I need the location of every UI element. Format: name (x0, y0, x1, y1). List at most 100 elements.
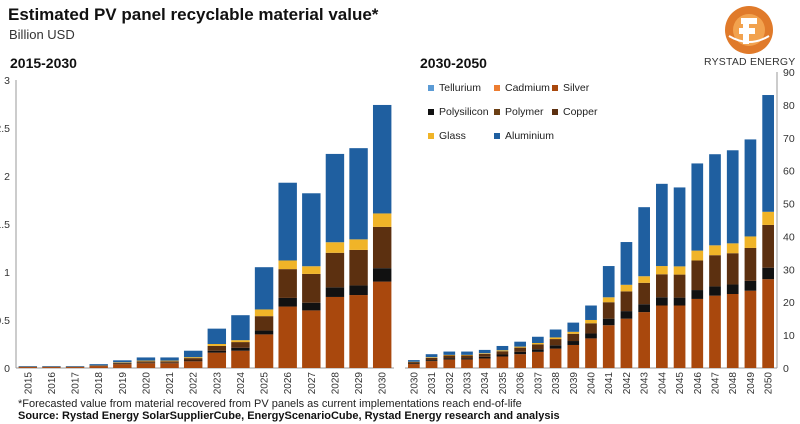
left-panel-title: 2015-2030 (10, 55, 77, 71)
bar-copper-2020 (136, 361, 156, 363)
bar-silver-2040 (585, 338, 597, 368)
bar-silver-2041 (602, 325, 615, 368)
legend-label: Aluminium (505, 130, 555, 142)
bar-aluminium-2044 (656, 183, 668, 267)
x-tick-label: 2019 (118, 372, 129, 395)
bar-silver-2032 (443, 359, 456, 368)
bar-glass-2037 (532, 343, 544, 345)
bar-copper-2034 (478, 353, 491, 357)
bar-polysilicon-2027 (302, 302, 321, 311)
bar-glass-2042 (620, 284, 633, 292)
bar-polysilicon-2024 (231, 347, 250, 351)
x-tick-label: 2042 (622, 372, 633, 395)
legend-item-silver: Silver (552, 82, 589, 94)
y-tick-label: 2.5 (0, 123, 10, 135)
bar-copper-2039 (567, 333, 580, 342)
bar-polysilicon-2049 (744, 280, 757, 291)
bar-copper-2030 (372, 226, 392, 269)
bar-aluminium-2016 (42, 366, 61, 367)
bar-aluminium-2049 (744, 139, 757, 237)
bar-aluminium-2048 (726, 150, 739, 244)
legend-item-polysilicon: Polysilicon (428, 106, 489, 118)
bar-glass-2046 (691, 250, 704, 261)
bar-copper-2026 (278, 269, 297, 298)
y-tick-label: 80 (783, 100, 795, 112)
bar-copper-2032 (443, 355, 456, 359)
bar-aluminium-2045 (673, 187, 686, 267)
chart-subtitle: Billion USD (9, 27, 75, 42)
bar-glass-2035 (496, 350, 509, 352)
bar-polysilicon-2033 (461, 358, 473, 360)
bar-silver-2031 (425, 361, 438, 368)
bar-glass-2050 (762, 211, 774, 225)
x-tick-label: 2048 (728, 372, 739, 395)
bar-silver-2050 (762, 279, 774, 368)
bar-copper-2029 (349, 249, 368, 286)
legend-label: Polymer (505, 106, 544, 118)
bar-silver-2028 (325, 296, 345, 368)
bar-copper-2037 (532, 344, 544, 350)
bar-silver-2021 (160, 363, 179, 368)
bar-copper-2047 (709, 255, 721, 287)
y-tick-label: 90 (783, 67, 795, 79)
bar-aluminium-2021 (160, 357, 179, 361)
x-tick-label: 2041 (604, 372, 615, 395)
x-tick-label: 2020 (141, 372, 152, 395)
x-tick-label: 2037 (533, 372, 544, 395)
bar-silver-2017 (65, 367, 85, 368)
bar-glass-2022 (183, 357, 203, 359)
bar-aluminium-2015 (18, 366, 38, 367)
bar-silver-2034 (478, 358, 491, 368)
x-tick-label: 2033 (463, 372, 474, 395)
y-tick-label: 1.5 (0, 219, 10, 231)
bar-silver-2018 (89, 366, 108, 368)
bar-glass-2039 (567, 331, 580, 334)
bar-copper-2031 (425, 357, 438, 361)
bar-silver-2047 (709, 295, 721, 368)
legend-item-cadmium: Cadmium (494, 82, 550, 94)
bar-copper-2023 (207, 345, 227, 351)
bar-aluminium-2042 (620, 242, 633, 285)
bar-polysilicon-2047 (709, 286, 721, 296)
x-tick-label: 2040 (587, 372, 598, 395)
bar-glass-2030 (372, 213, 392, 227)
x-tick-label: 2023 (212, 372, 223, 395)
source-note: Source: Rystad Energy SolarSupplierCube,… (18, 410, 560, 422)
legend-swatch (552, 85, 558, 92)
bar-polysilicon-2050 (762, 267, 774, 280)
y-tick-label: 50 (783, 199, 795, 211)
bar-silver-2023 (207, 352, 227, 368)
bar-silver-2015 (18, 367, 38, 368)
bar-aluminium-2033 (461, 351, 473, 355)
x-tick-label: 2038 (551, 372, 562, 395)
bar-glass-2038 (549, 337, 562, 340)
x-tick-label: 2022 (189, 372, 200, 395)
x-tick-label: 2027 (307, 372, 318, 395)
bar-silver-2036 (514, 354, 526, 368)
bar-polysilicon-2048 (726, 284, 739, 294)
bar-copper-2030 (408, 362, 420, 364)
bar-glass-2033 (461, 354, 473, 356)
bar-aluminium-2020 (136, 357, 156, 361)
bar-polysilicon-2025 (254, 330, 274, 335)
bar-glass-2025 (254, 309, 274, 317)
bar-copper-2027 (302, 273, 321, 303)
legend-label: Polysilicon (439, 106, 489, 118)
bar-glass-2023 (207, 344, 227, 346)
bar-glass-2024 (231, 340, 250, 343)
bar-aluminium-2022 (183, 350, 203, 358)
x-tick-label: 2032 (445, 372, 456, 395)
bar-silver-2016 (42, 367, 61, 368)
legend-item-copper: Copper (552, 106, 597, 118)
legend-swatch (494, 133, 500, 140)
bar-copper-2045 (673, 274, 686, 298)
y-tick-label: 10 (783, 330, 795, 342)
bar-copper-2019 (113, 362, 132, 364)
x-tick-label: 2030 (378, 372, 389, 395)
x-tick-label: 2029 (354, 372, 365, 395)
x-tick-label: 2035 (498, 372, 509, 395)
bar-aluminium-2023 (207, 328, 227, 344)
x-tick-label: 2025 (260, 372, 271, 395)
bar-aluminium-2035 (496, 345, 509, 351)
bar-copper-2036 (514, 347, 526, 352)
